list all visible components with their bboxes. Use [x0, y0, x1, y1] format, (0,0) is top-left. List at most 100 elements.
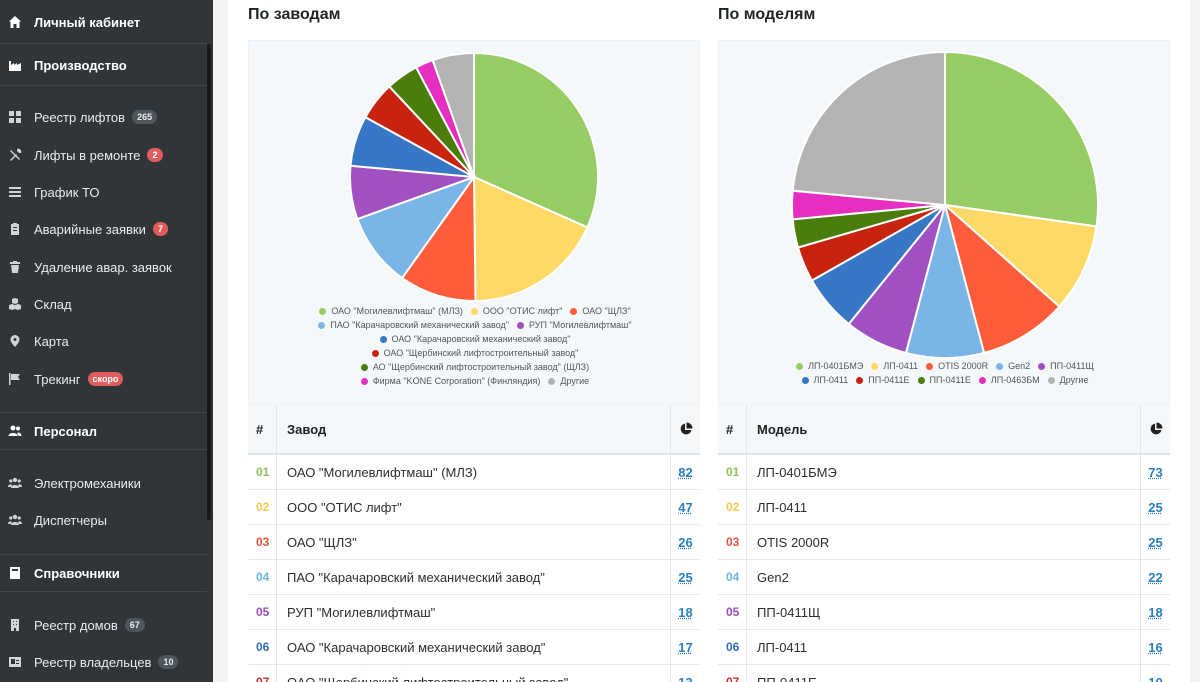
table-row: 02 ЛП-0411 25 [718, 490, 1170, 525]
legend-item[interactable]: ПАО "Карачаровский механический завод" [318, 320, 509, 330]
legend-label: РУП "Могилевлифтмаш" [529, 320, 632, 330]
legend-swatch [926, 363, 933, 370]
table-row: 04 Gen2 22 [718, 560, 1170, 595]
legend-label: OTIS 2000R [938, 361, 988, 371]
legend-item[interactable]: Gen2 [996, 361, 1030, 371]
legend-item[interactable]: ОАО "ЩЛЗ" [570, 306, 630, 316]
legend-label: ПАО "Карачаровский механический завод" [330, 320, 509, 330]
row-count-link[interactable]: 10 [1140, 665, 1170, 682]
sidebar-item-label: Склад [34, 297, 72, 312]
row-count-link[interactable]: 18 [670, 595, 700, 629]
pie-slice[interactable] [793, 52, 945, 205]
legend-label: ЛП-0411 [883, 361, 918, 371]
legend-item[interactable]: ЛП-0463БМ [979, 375, 1040, 385]
sidebar-item-label: Персонал [34, 424, 97, 439]
legend-item[interactable]: ПП-0411Е [918, 375, 971, 385]
models-title: По моделям [718, 6, 815, 24]
row-name: ОАО "Карачаровский механический завод" [276, 630, 670, 664]
table-row: 04 ПАО "Карачаровский механический завод"… [248, 560, 700, 595]
row-count-link[interactable]: 18 [1140, 595, 1170, 629]
col-factory-header: Завод [276, 405, 670, 453]
col-num-header: # [718, 422, 746, 437]
sidebar-item[interactable]: Склад [0, 286, 207, 322]
sidebar-item-label: График ТО [34, 185, 100, 200]
legend-label: ОАО "Щербинский лифтостроительный завод" [384, 348, 579, 358]
legend-item[interactable]: ОАО "Могилевлифтмаш" (МЛЗ) [319, 306, 463, 316]
legend-swatch [996, 363, 1003, 370]
row-count-link[interactable]: 25 [670, 560, 700, 594]
legend-item[interactable]: Другие [548, 376, 589, 386]
pie-chart-icon[interactable] [670, 405, 700, 453]
row-name: ООО "ОТИС лифт" [276, 490, 670, 524]
sidebar-item[interactable]: Лифты в ремонте 2 [0, 137, 207, 173]
sidebar-item[interactable]: Удаление авар. заявок [0, 249, 207, 285]
factories-title: По заводам [248, 6, 340, 24]
trash-icon [8, 260, 22, 274]
row-count-link[interactable]: 25 [1140, 525, 1170, 559]
legend-item[interactable]: ПП-0411Щ [1038, 361, 1094, 371]
sidebar-item[interactable]: Личный кабинет [0, 4, 207, 40]
sidebar-divider [0, 85, 207, 86]
row-count-link[interactable]: 13 [670, 665, 700, 682]
row-count-link[interactable]: 47 [670, 490, 700, 524]
legend-swatch [380, 336, 387, 343]
sidebar-item[interactable]: Диспетчеры [0, 502, 207, 538]
grid-icon [8, 110, 22, 124]
legend-item[interactable]: ОАО "Карачаровский механический завод" [380, 334, 571, 344]
legend-item[interactable]: ПП-0411Е [856, 375, 909, 385]
legend-item[interactable]: ООО "ОТИС лифт" [471, 306, 562, 316]
legend-swatch [570, 308, 577, 315]
tools-icon [8, 148, 22, 162]
table-row: 03 ОАО "ЩЛЗ" 26 [248, 525, 700, 560]
sidebar-item[interactable]: Карта [0, 323, 207, 359]
sidebar-item[interactable]: Производство [0, 47, 207, 83]
sidebar-item-label: Трекинг [34, 372, 81, 387]
sidebar-item[interactable]: Аварийные заявки 7 [0, 211, 207, 247]
legend-item[interactable]: ОАО "Щербинский лифтостроительный завод" [372, 348, 579, 358]
sidebar-item[interactable]: Электромеханики [0, 465, 207, 501]
row-name: ОАО "Щербинский лифтостроительный завод" [276, 665, 670, 682]
row-count-link[interactable]: 82 [670, 455, 700, 489]
row-count-link[interactable]: 73 [1140, 455, 1170, 489]
sidebar-item-label: Электромеханики [34, 476, 141, 491]
sidebar-item[interactable]: График ТО [0, 174, 207, 210]
legend-item[interactable]: Другие [1048, 375, 1089, 385]
models-table: # Модель 01 ЛП-0401БМЭ 73 02 ЛП-0411 25 03 OTIS… [718, 405, 1170, 682]
row-count-link[interactable]: 25 [1140, 490, 1170, 524]
count-badge: 10 [158, 655, 178, 669]
row-count-link[interactable]: 17 [670, 630, 700, 664]
legend-row: ЛП-0401БМЭ ЛП-0411 OTIS 2000R Gen2 ПП-0411Щ [719, 359, 1171, 373]
row-name: OTIS 2000R [746, 525, 1140, 559]
legend-item[interactable]: ЛП-0401БМЭ [796, 361, 863, 371]
legend-label: ООО "ОТИС лифт" [483, 306, 562, 316]
sidebar-scrollbar[interactable] [207, 44, 211, 520]
sidebar-item[interactable]: Персонал [0, 413, 207, 449]
table-row: 06 ЛП-0411 16 [718, 630, 1170, 665]
sidebar-item-label: Реестр лифтов [34, 110, 125, 125]
count-badge: 7 [153, 222, 168, 236]
pie-slice[interactable] [945, 52, 1098, 226]
sidebar-item-label: Реестр владельцев [34, 655, 151, 670]
legend-item[interactable]: ЛП-0411 [802, 375, 849, 385]
legend-swatch [361, 364, 368, 371]
legend-item[interactable]: АО "Щербинский лифтостроительный завод" … [361, 362, 589, 372]
row-name: ОАО "ЩЛЗ" [276, 525, 670, 559]
legend-item[interactable]: РУП "Могилевлифтмаш" [517, 320, 632, 330]
sidebar-item[interactable]: Справочники [0, 555, 207, 591]
legend-item[interactable]: ЛП-0411 [871, 361, 918, 371]
sidebar-item[interactable]: Реестр лифтов 265 [0, 99, 207, 135]
sidebar-item[interactable]: Реестр домов 67 [0, 607, 207, 643]
legend-item[interactable]: OTIS 2000R [926, 361, 988, 371]
sidebar-item[interactable]: Реестр владельцев 10 [0, 644, 207, 680]
map-marker-icon [8, 334, 22, 348]
row-count-link[interactable]: 16 [1140, 630, 1170, 664]
factories-legend: ОАО "Могилевлифтмаш" (МЛЗ) ООО "ОТИС лифт… [249, 304, 701, 388]
row-count-link[interactable]: 26 [670, 525, 700, 559]
row-count-link[interactable]: 22 [1140, 560, 1170, 594]
row-name: ЛП-0401БМЭ [746, 455, 1140, 489]
sidebar-item[interactable]: Трекинг скоро [0, 361, 207, 397]
legend-item[interactable]: Фирма "KONE Corporation" (Финляндия) [361, 376, 541, 386]
pie-chart-icon[interactable] [1140, 405, 1170, 453]
legend-label: Другие [560, 376, 589, 386]
legend-label: ЛП-0411 [814, 375, 849, 385]
